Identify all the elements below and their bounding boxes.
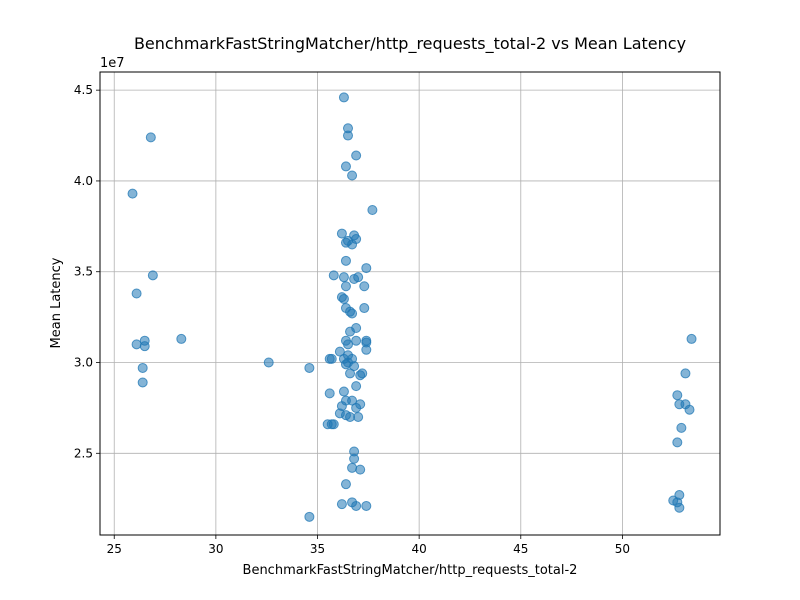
y-tick-label: 4.0 [74, 174, 93, 188]
data-point [351, 335, 362, 346]
data-point [680, 368, 691, 379]
data-point [340, 479, 351, 490]
data-point [357, 368, 368, 379]
y-tick-label: 3.5 [74, 265, 93, 279]
data-point [145, 132, 156, 143]
data-point [349, 453, 360, 464]
data-point [347, 462, 358, 473]
data-point [326, 353, 337, 364]
data-point [686, 333, 697, 344]
chart-title: BenchmarkFastStringMatcher/http_requests… [134, 34, 686, 54]
data-point [359, 303, 370, 314]
x-tick-label: 45 [513, 542, 528, 556]
data-point [137, 377, 148, 388]
data-point [131, 339, 142, 350]
data-point [328, 419, 339, 430]
data-point [340, 161, 351, 172]
data-point [674, 502, 685, 513]
data-point [263, 357, 274, 368]
data-point [367, 204, 378, 215]
data-point [139, 341, 150, 352]
plot-area-frame [99, 71, 721, 536]
data-point [361, 344, 372, 355]
data-point [137, 362, 148, 373]
data-point [347, 170, 358, 181]
x-tick-label: 40 [412, 542, 427, 556]
y-tick-label: 2.5 [74, 446, 93, 460]
data-point [328, 270, 339, 281]
x-tick-label: 35 [310, 542, 325, 556]
data-point [672, 437, 683, 448]
data-point [340, 359, 351, 370]
data-point [361, 500, 372, 511]
data-point [345, 326, 356, 337]
data-points [127, 92, 697, 522]
data-point [361, 263, 372, 274]
data-point [345, 368, 356, 379]
x-tick-label: 30 [208, 542, 223, 556]
y-axis-ticks: 2.5 3.0 3.5 4.0 4.5 [74, 83, 100, 460]
data-point [343, 339, 353, 350]
x-axis-label: BenchmarkFastStringMatcher/http_requests… [243, 563, 578, 578]
data-point [338, 386, 349, 397]
y-tick-label: 3.0 [74, 356, 93, 370]
x-tick-label: 50 [615, 542, 630, 556]
data-point [355, 464, 366, 475]
data-point [338, 272, 349, 283]
data-point [340, 281, 351, 292]
data-point [684, 404, 695, 415]
data-point [127, 188, 138, 199]
y-axis-multiplier: 1e7 [100, 56, 125, 71]
grid-lines [100, 72, 720, 535]
data-point [347, 239, 358, 250]
data-point [351, 402, 362, 413]
data-point [359, 281, 370, 292]
data-point [147, 270, 158, 281]
data-point [324, 388, 335, 399]
x-axis-ticks: 25 30 35 40 45 50 [107, 535, 630, 556]
data-point [338, 293, 349, 304]
data-point [351, 150, 362, 161]
y-axis-label: Mean Latency [49, 257, 64, 348]
data-point [676, 422, 687, 433]
data-point [347, 308, 358, 319]
data-point [336, 499, 347, 510]
data-point [131, 288, 142, 299]
data-point [353, 411, 364, 422]
data-point [338, 92, 349, 103]
y-tick-label: 4.5 [74, 83, 93, 97]
data-point [343, 130, 353, 141]
x-tick-label: 25 [107, 542, 122, 556]
data-point [353, 272, 364, 283]
data-point [304, 362, 315, 373]
data-point [351, 500, 362, 511]
data-point [672, 390, 683, 401]
data-point [304, 511, 315, 522]
data-point [351, 381, 362, 392]
data-point [336, 228, 347, 239]
data-point [340, 255, 351, 266]
data-point [176, 333, 187, 344]
